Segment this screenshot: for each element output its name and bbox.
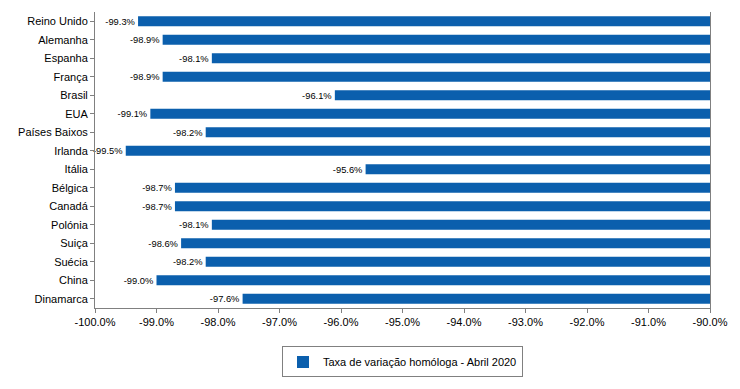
svg-text:Reino Unido: Reino Unido (27, 15, 88, 27)
svg-text:-92.0%: -92.0% (570, 316, 605, 328)
svg-text:-98.1%: -98.1% (179, 54, 209, 64)
svg-text:-96.1%: -96.1% (302, 91, 332, 101)
svg-text:-99.0%: -99.0% (139, 316, 174, 328)
svg-text:-98.1%: -98.1% (179, 220, 209, 230)
svg-text:-94.0%: -94.0% (447, 316, 482, 328)
svg-text:Itália: Itália (65, 163, 89, 175)
svg-text:Irlanda: Irlanda (54, 145, 89, 157)
svg-text:-99.1%: -99.1% (118, 109, 148, 119)
svg-text:-97.6%: -97.6% (210, 294, 240, 304)
svg-text:-95.0%: -95.0% (385, 316, 420, 328)
svg-text:Dinamarca: Dinamarca (35, 293, 89, 305)
svg-text:EUA: EUA (65, 108, 88, 120)
svg-text:Suécia: Suécia (54, 256, 89, 268)
svg-text:-98.2%: -98.2% (173, 257, 203, 267)
svg-text:China: China (59, 274, 89, 286)
svg-text:Países Baixos: Países Baixos (18, 126, 88, 138)
svg-text:-95.6%: -95.6% (333, 165, 363, 175)
svg-text:-98.6%: -98.6% (148, 239, 178, 249)
svg-text:-98.0%: -98.0% (201, 316, 236, 328)
svg-text:Espanha: Espanha (44, 52, 88, 64)
svg-text:-98.9%: -98.9% (130, 35, 160, 45)
svg-text:-99.3%: -99.3% (105, 17, 135, 27)
svg-text:Bélgica: Bélgica (52, 182, 89, 194)
svg-text:Polónia: Polónia (51, 219, 89, 231)
svg-text:-91.0%: -91.0% (631, 316, 666, 328)
svg-text:-98.9%: -98.9% (130, 72, 160, 82)
svg-text:-98.7%: -98.7% (142, 202, 172, 212)
svg-text:Taxa de variação homóloga - Ab: Taxa de variação homóloga - Abril 2020 (323, 356, 516, 368)
svg-text:-100.0%: -100.0% (75, 316, 116, 328)
svg-text:-98.2%: -98.2% (173, 128, 203, 138)
svg-text:-97.0%: -97.0% (262, 316, 297, 328)
svg-text:França: França (54, 71, 89, 83)
svg-text:Alemanha: Alemanha (38, 34, 88, 46)
svg-text:Suiça: Suiça (60, 237, 88, 249)
svg-text:Canadá: Canadá (49, 200, 88, 212)
svg-text:-96.0%: -96.0% (324, 316, 359, 328)
svg-text:Brasil: Brasil (60, 89, 88, 101)
svg-text:-93.0%: -93.0% (508, 316, 543, 328)
svg-text:-98.7%: -98.7% (142, 183, 172, 193)
svg-text:-99.5%: -99.5% (93, 146, 123, 156)
svg-text:-90.0%: -90.0% (693, 316, 728, 328)
svg-text:-99.0%: -99.0% (124, 276, 154, 286)
